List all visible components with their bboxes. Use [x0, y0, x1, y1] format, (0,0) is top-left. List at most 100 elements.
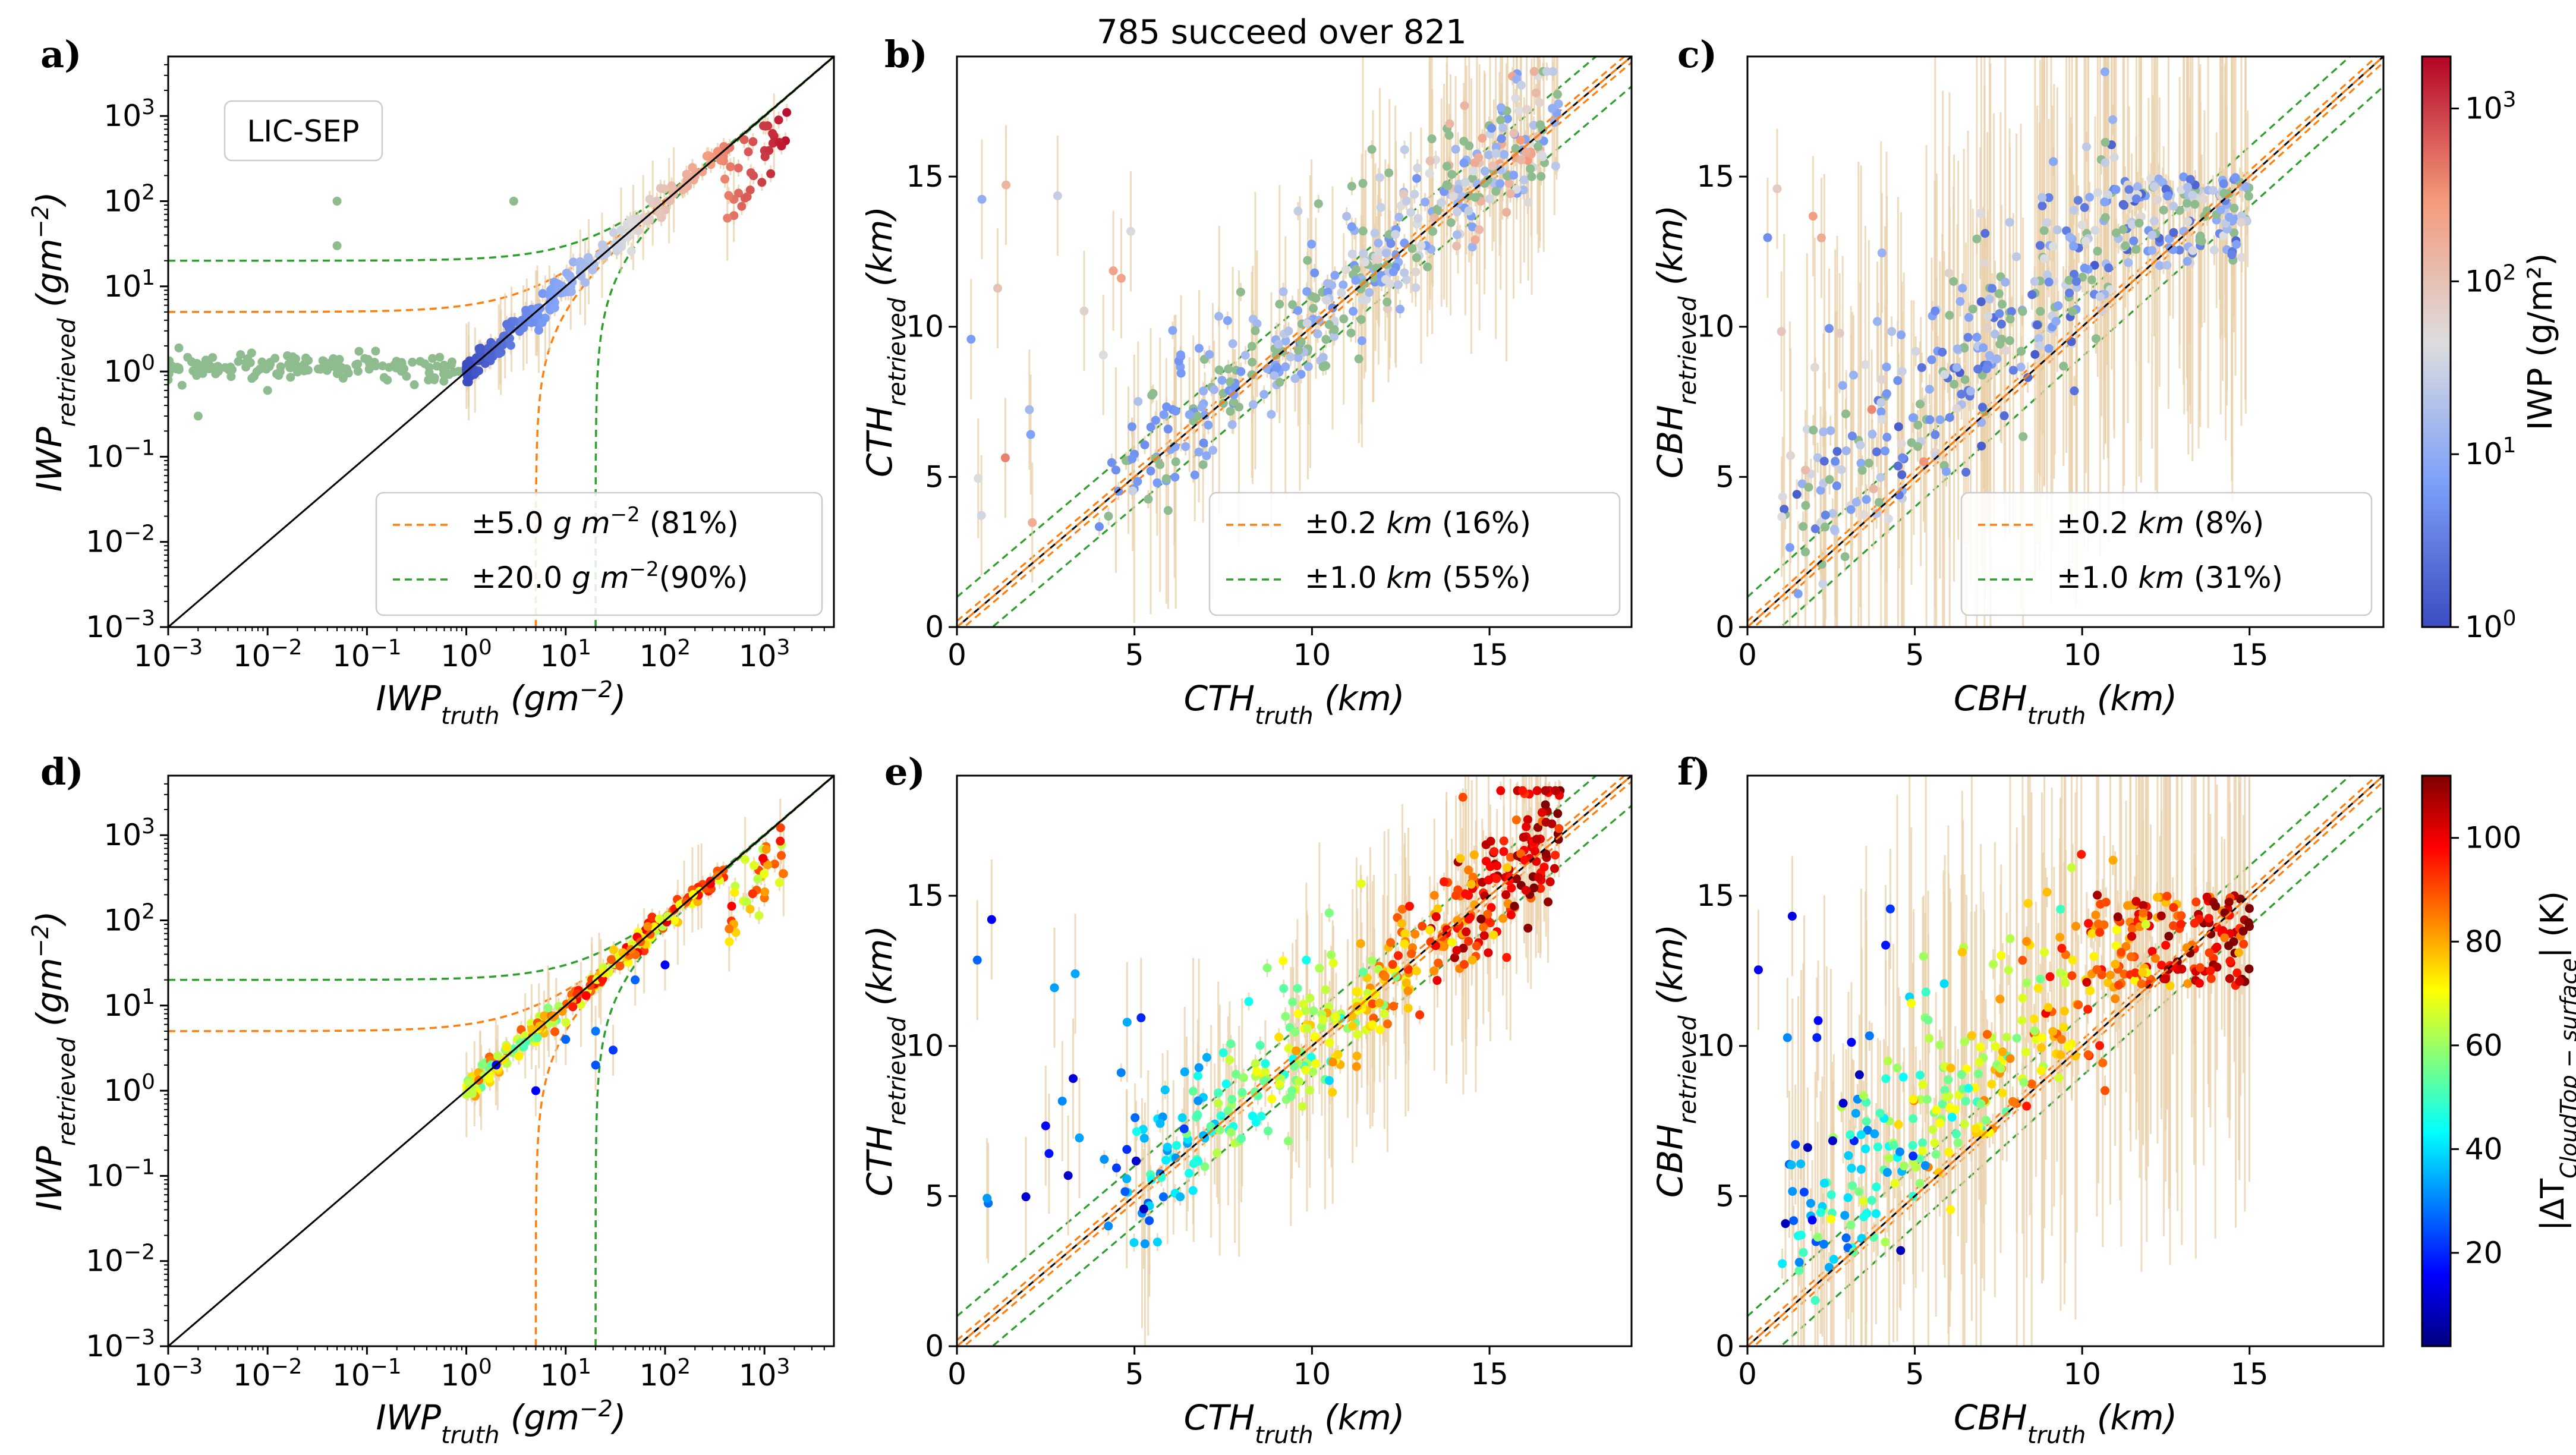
data-point: [2065, 232, 2074, 241]
y-tick-label: 100: [103, 1070, 155, 1108]
data-point: [1500, 836, 1509, 845]
data-point: [1451, 145, 1460, 154]
data-point: [1117, 1068, 1126, 1077]
data-point: [1214, 1099, 1223, 1108]
data-point: [2135, 219, 2144, 228]
data-point: [1141, 1239, 1150, 1248]
data-point: [1911, 347, 1920, 356]
data-point: [2004, 966, 2013, 975]
data-point: [2169, 245, 2178, 254]
data-point: [1446, 119, 1454, 128]
x-tick-label: 15: [1470, 1357, 1509, 1391]
data-point: [1964, 313, 1973, 322]
data-point: [2001, 346, 2010, 355]
data-point: [1801, 465, 1810, 474]
y-tick-label: 15: [906, 878, 944, 913]
data-point: [1109, 266, 1118, 275]
data-point: [2101, 138, 2110, 147]
data-point: [761, 152, 770, 161]
data-point: [1172, 457, 1180, 466]
data-point: [1972, 234, 1981, 243]
data-point: [2046, 972, 2055, 981]
data-point: [1872, 1209, 1881, 1218]
data-point: [1100, 1155, 1109, 1164]
data-point: [478, 1060, 487, 1069]
data-point: [515, 1051, 524, 1060]
data-point: [598, 240, 607, 249]
data-point: [725, 937, 734, 946]
data-point: [1992, 354, 2001, 363]
data-point: [1931, 307, 1939, 316]
data-point: [1267, 1094, 1276, 1103]
data-point: [462, 377, 471, 386]
x-tick-label: 10−2: [233, 635, 303, 674]
data-point: [1132, 1157, 1141, 1166]
data-point: [2018, 307, 2027, 316]
data-point: [1219, 1048, 1228, 1057]
data-point: [1819, 1240, 1828, 1249]
data-point: [339, 374, 348, 383]
data-point: [1944, 1148, 1953, 1157]
data-point: [2067, 863, 2076, 872]
data-point: [1405, 902, 1414, 911]
data-point: [2104, 263, 2113, 272]
data-point: [1794, 1266, 1803, 1275]
data-point: [1274, 1033, 1283, 1042]
data-point: [1058, 1097, 1067, 1106]
data-point: [1133, 477, 1142, 486]
data-point: [533, 1033, 542, 1042]
data-point: [1359, 968, 1368, 977]
data-point: [1844, 1151, 1853, 1160]
data-point: [1327, 950, 1336, 959]
data-point: [1050, 983, 1059, 992]
y-tick-label: 10−2: [86, 1240, 155, 1278]
data-point: [1130, 1113, 1139, 1122]
y-tick-label: 10: [906, 1029, 944, 1063]
data-point: [1400, 268, 1409, 277]
x-tick-label: 103: [739, 1355, 791, 1393]
data-point: [1185, 410, 1194, 419]
data-point: [1794, 590, 1803, 599]
data-point: [1423, 263, 1432, 272]
data-point: [1514, 106, 1523, 115]
data-point: [1267, 410, 1276, 419]
data-point: [1932, 1150, 1941, 1159]
data-point: [1278, 956, 1287, 965]
data-point: [1825, 475, 1834, 484]
data-point: [1961, 468, 1970, 477]
data-point: [1916, 399, 1925, 408]
data-point: [1523, 924, 1532, 933]
data-point: [1384, 168, 1393, 177]
data-point: [762, 845, 771, 854]
y-axis-label: CBHretrieved (km): [1650, 205, 1702, 478]
data-point: [1461, 178, 1470, 187]
data-point: [2098, 1059, 2107, 1067]
data-point: [183, 353, 192, 362]
data-point: [1873, 1142, 1882, 1151]
data-point: [1945, 311, 1954, 320]
panel-e-error-bars: [977, 691, 1560, 1346]
data-point: [1144, 495, 1152, 503]
data-point: [2091, 911, 2100, 919]
data-point: [1396, 305, 1404, 314]
data-point: [1359, 249, 1368, 258]
data-point: [1342, 212, 1351, 221]
data-point: [1961, 375, 1970, 384]
data-point: [1168, 326, 1177, 335]
data-point: [1469, 166, 1478, 175]
y-tick-label: 103: [103, 814, 155, 853]
data-point: [1374, 255, 1383, 264]
x-axis-label: CTHtruth (km): [1184, 1397, 1405, 1449]
data-point: [225, 366, 234, 374]
panel-f-points: [1754, 850, 2254, 1305]
data-point: [1053, 191, 1062, 200]
data-point: [506, 341, 515, 350]
data-point: [1352, 1062, 1361, 1071]
x-tick-label: 100: [440, 1355, 492, 1393]
data-point: [1248, 358, 1256, 367]
data-point: [1314, 329, 1322, 338]
data-point: [1394, 281, 1403, 289]
data-point: [1909, 1141, 1917, 1150]
data-point: [1998, 1089, 2007, 1098]
